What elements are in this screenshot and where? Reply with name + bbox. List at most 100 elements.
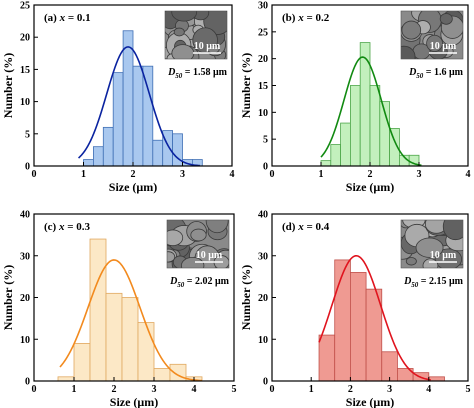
- histogram-bar: [334, 259, 351, 382]
- y-tick-label: 30: [258, 1, 268, 12]
- histogram-bar: [169, 363, 187, 382]
- y-tick-label: 20: [258, 293, 268, 304]
- sem-grain: [439, 13, 453, 25]
- d50-symbol: D: [408, 67, 416, 78]
- d50-symbol: D: [169, 276, 177, 287]
- histogram-bar: [320, 160, 332, 167]
- chart-panel-b: 0 1 2 3 4 0 5 10 15 20 25 30 Size (μm) Number (%) (b) …: [239, 1, 471, 195]
- panel-label-var: x: [297, 12, 304, 24]
- x-tick-label: 4: [192, 384, 197, 395]
- histogram-bar: [142, 65, 154, 167]
- panel-label-var: x: [59, 12, 66, 24]
- histogram-bar: [381, 351, 398, 382]
- y-tick-label: 15: [258, 81, 268, 92]
- panel-label-suffix: = 0.4: [304, 221, 330, 233]
- sem-grain: [422, 258, 439, 268]
- x-tick-label: 1: [81, 169, 86, 180]
- y-tick-label: 15: [20, 65, 30, 76]
- histogram-bar: [369, 85, 381, 167]
- x-tick-label: 4: [230, 169, 235, 180]
- panel-label-prefix: (b): [282, 12, 298, 24]
- x-tick-label: 0: [270, 384, 275, 395]
- y-axis-label: Number (%): [1, 53, 15, 118]
- histogram-bar: [318, 334, 336, 382]
- y-tick-label: 40: [258, 210, 268, 221]
- histogram-bar: [349, 85, 361, 167]
- sem-grain: [401, 20, 422, 40]
- histogram-bar: [132, 65, 144, 167]
- x-axis-label: Size (μm): [346, 180, 394, 194]
- sem-grain: [167, 229, 184, 247]
- inset-border: [400, 10, 464, 60]
- d50-subscript: 50: [411, 281, 419, 289]
- sem-grain: [173, 27, 185, 37]
- x-tick-label: 3: [417, 169, 422, 180]
- scale-bar-label: 10 μm: [430, 41, 457, 52]
- gaussian-fit-curve: [320, 56, 422, 167]
- sem-grain: [180, 256, 205, 268]
- x-tick-label: 1: [309, 384, 314, 395]
- sem-grain: [171, 44, 195, 59]
- sem-grain: [426, 34, 443, 52]
- histogram-bar: [330, 144, 341, 167]
- histogram-bar: [112, 72, 124, 167]
- x-tick-label: 2: [112, 384, 117, 395]
- d50-value: = 2.15 μm: [418, 276, 463, 287]
- histogram-bar: [89, 238, 107, 382]
- gaussian-fit-curve: [78, 46, 200, 167]
- sem-grain: [171, 11, 198, 22]
- histogram-bar: [73, 343, 91, 382]
- inset-border: [164, 10, 228, 60]
- y-tick-label: 10: [20, 335, 30, 346]
- x-tick-label: 4: [466, 169, 471, 180]
- sem-inset: [167, 220, 229, 268]
- d50-subscript: 50: [177, 281, 185, 289]
- sem-inset: [165, 11, 227, 59]
- x-tick-label: 2: [131, 169, 136, 180]
- chart-panel-a: 0 1 2 3 4 0 5 10 15 20 25 Size (μm) Number (%) (a) x …: [1, 1, 235, 195]
- x-tick-label: 2: [368, 169, 373, 180]
- y-tick-label: 0: [25, 377, 30, 388]
- sem-grain: [205, 220, 229, 234]
- histogram-bar: [152, 139, 164, 167]
- sem-grain: [442, 220, 463, 241]
- y-tick-label: 0: [263, 162, 268, 173]
- histogram-bar: [340, 122, 351, 167]
- d50-symbol: D: [167, 67, 175, 78]
- scale-bar-label: 10 μm: [194, 41, 221, 52]
- d50-label: D50 = 2.02 μm: [169, 276, 230, 289]
- x-tick-label: 3: [387, 384, 392, 395]
- x-tick-label: 3: [180, 169, 185, 180]
- x-tick-label: 1: [72, 384, 77, 395]
- y-axis-label: Number (%): [239, 265, 253, 330]
- histogram-bar: [57, 376, 75, 382]
- panel-label-var: x: [297, 221, 304, 233]
- x-tick-label: 5: [232, 384, 237, 395]
- y-tick-label: 5: [263, 135, 268, 146]
- d50-symbol: D: [403, 276, 411, 287]
- y-axis-label: Number (%): [239, 53, 253, 118]
- d50-subscript: 50: [175, 72, 183, 80]
- histogram-bar: [121, 297, 139, 382]
- y-tick-label: 30: [20, 251, 30, 262]
- scale-bar-label: 10 μm: [430, 250, 457, 261]
- sem-inset: [401, 11, 463, 59]
- y-tick-label: 10: [258, 335, 268, 346]
- sem-grain: [401, 45, 416, 59]
- x-axis-label: Size (μm): [346, 395, 394, 408]
- y-tick-label: 20: [258, 54, 268, 65]
- panel-label-prefix: (d): [282, 221, 298, 233]
- x-tick-label: 3: [152, 384, 157, 395]
- histogram-bar: [93, 146, 104, 167]
- x-tick-label: 0: [32, 384, 37, 395]
- y-tick-label: 0: [25, 162, 30, 173]
- panel-label-suffix: = 0.3: [64, 221, 90, 233]
- d50-label: D50 = 2.15 μm: [403, 276, 464, 289]
- d50-value: = 1.6 μm: [423, 67, 463, 78]
- d50-label: D50 = 1.6 μm: [408, 67, 464, 80]
- inset-border: [400, 219, 464, 269]
- scale-bar-label: 10 μm: [196, 250, 223, 261]
